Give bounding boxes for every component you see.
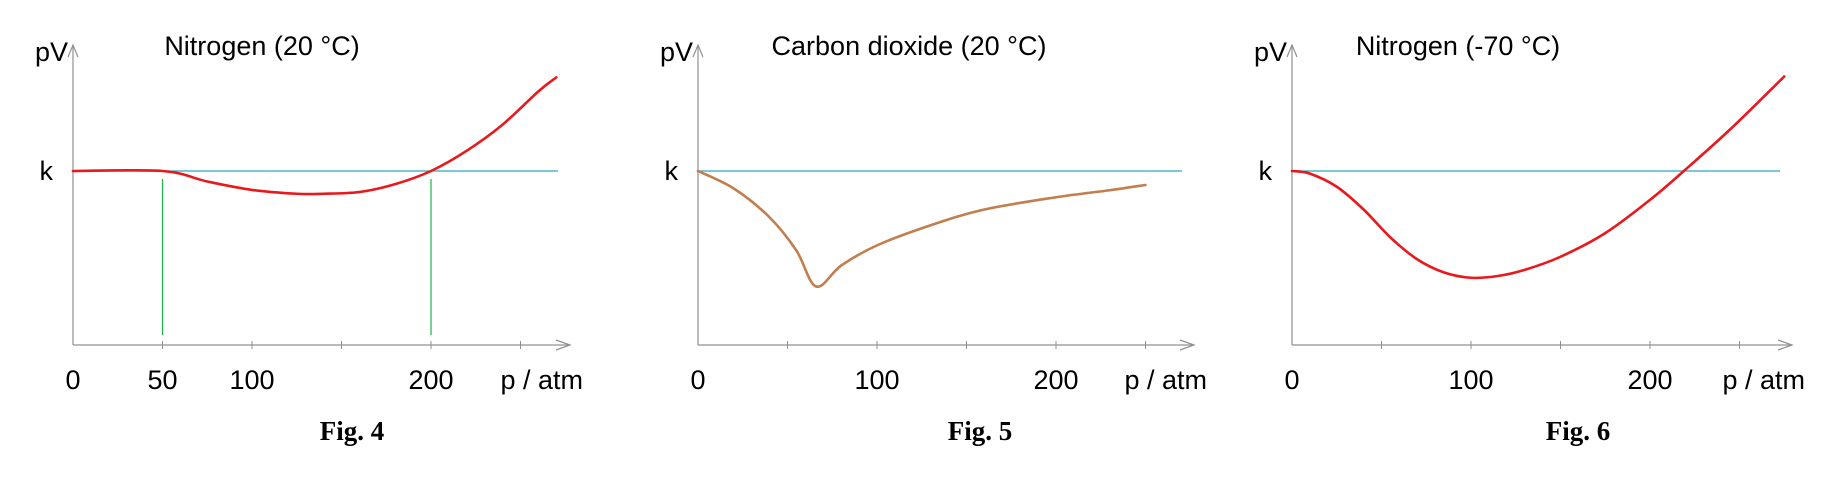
y-axis-arrow (1286, 43, 1298, 58)
x-tick-label: 0 (65, 365, 80, 395)
x-tick-label: 100 (1448, 365, 1493, 395)
chart-title: Nitrogen (-70 °C) (1356, 31, 1560, 61)
series-line (71, 76, 558, 196)
y-axis-arrow (67, 43, 79, 58)
x-axis-label: p / atm (1722, 365, 1805, 395)
x-tick-label: 0 (1284, 365, 1299, 395)
chart-nitrogen-20c: 0 50 100 200 pV k p / atm Nitrogen (20 °C) Fig. … (35, 31, 583, 446)
x-axis-label: p / atm (1124, 365, 1207, 395)
x-tick-label: 200 (408, 365, 453, 395)
series-line (696, 169, 1147, 288)
figure-caption: Fig. 5 (948, 416, 1013, 446)
x-axis-label: p / atm (500, 365, 583, 395)
chart-nitrogen-minus-70c: 0 100 200 pV k p / atm Nitrogen (-70 °C) Fig. 6 (1254, 31, 1805, 446)
x-tick-label: 100 (229, 365, 274, 395)
reference-label-k: k (665, 156, 679, 186)
x-tick-label: 200 (1033, 365, 1078, 395)
x-tick-label: 200 (1627, 365, 1672, 395)
chart-title: Nitrogen (20 °C) (164, 31, 359, 61)
figure-caption: Fig. 6 (1546, 416, 1611, 446)
reference-label-k: k (40, 156, 54, 186)
figure-caption: Fig. 4 (320, 416, 385, 446)
x-axis-arrow (555, 339, 572, 351)
x-tick-label: 100 (854, 365, 899, 395)
series-line (1290, 75, 1786, 280)
y-axis-label: pV (35, 37, 68, 67)
x-axis-arrow (1179, 339, 1196, 351)
chart-title: Carbon dioxide (20 °C) (772, 31, 1047, 61)
reference-label-k: k (1259, 156, 1273, 186)
y-axis-label: pV (1254, 37, 1287, 67)
y-axis-label: pV (660, 37, 693, 67)
y-axis-arrow (692, 43, 704, 58)
chart-carbon-dioxide-20c: 0 100 200 pV k p / atm Carbon dioxide (20 °C) F… (660, 31, 1207, 446)
x-tick-label: 50 (147, 365, 177, 395)
x-axis-arrow (1777, 339, 1794, 351)
x-tick-label: 0 (690, 365, 705, 395)
